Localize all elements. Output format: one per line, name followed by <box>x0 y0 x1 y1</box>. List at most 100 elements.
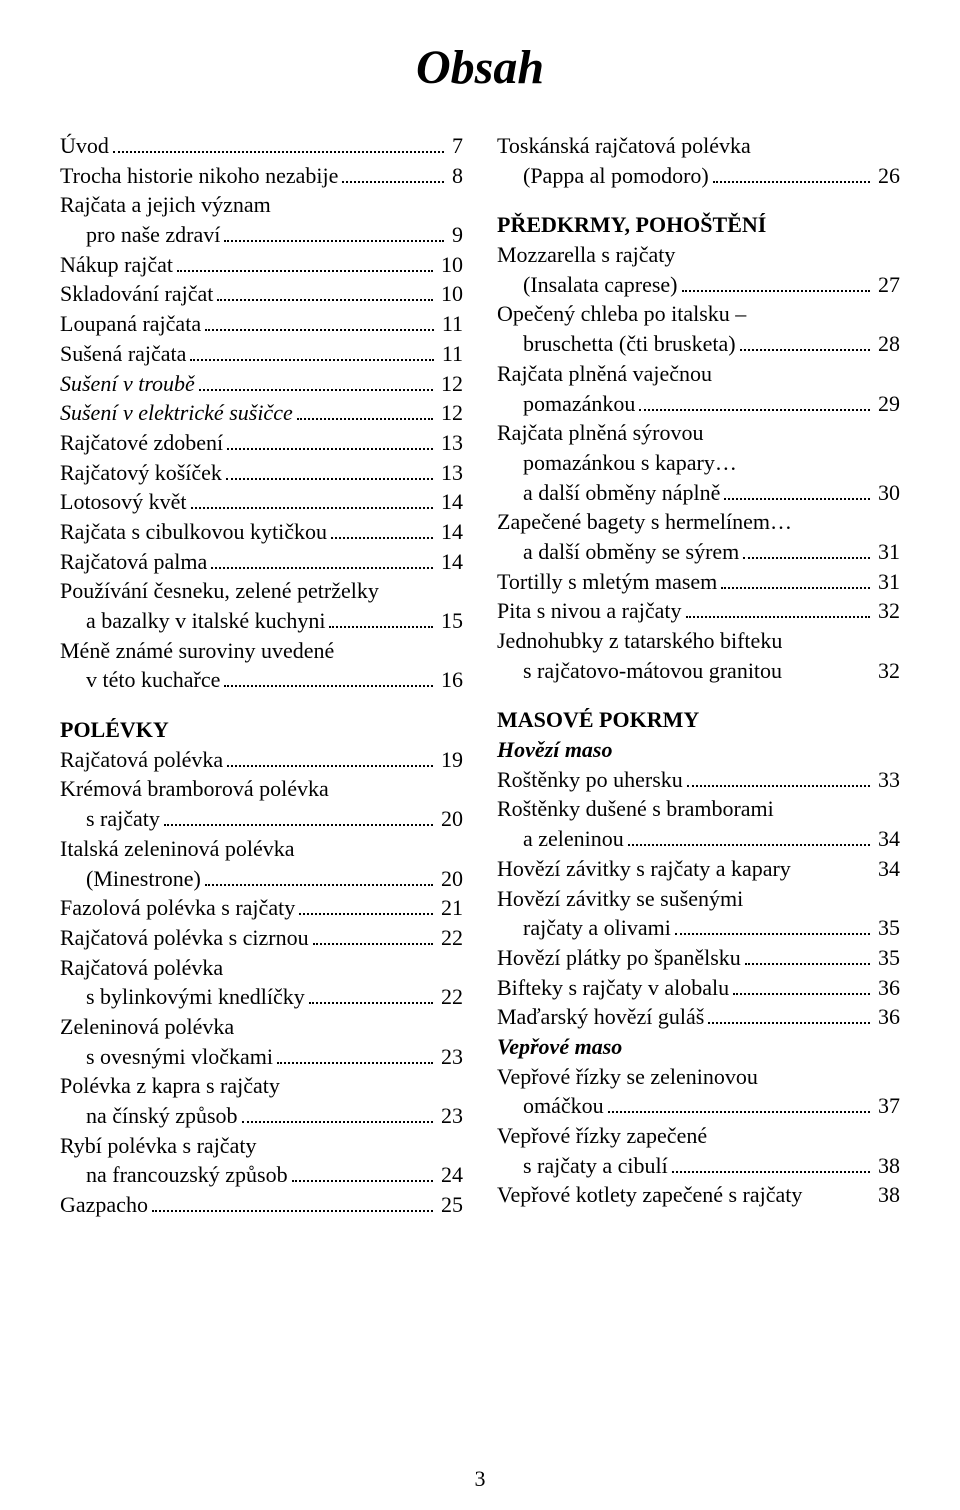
toc-row: Rajčatová palma14 <box>60 547 463 577</box>
toc-left-column: Úvod7Trocha historie nikoho nezabije8Raj… <box>60 131 463 1220</box>
toc-label: Lotosový květ <box>60 487 187 517</box>
toc-leader-dots <box>177 252 433 272</box>
toc-row: Rajčata plněná sýrovou <box>497 418 900 448</box>
toc-page-number: 14 <box>437 517 463 547</box>
toc-section-heading: POLÉVKY <box>60 715 463 745</box>
toc-leader-dots <box>721 569 870 589</box>
toc-page-number: 23 <box>437 1101 463 1131</box>
toc-label: s rajčaty a cibulí <box>497 1151 668 1181</box>
toc-leader-dots <box>329 608 433 628</box>
toc-page-number: 27 <box>874 270 900 300</box>
toc-row: a další obměny se sýrem31 <box>497 537 900 567</box>
toc-label: s ovesnými vločkami <box>60 1042 273 1072</box>
toc-page-number: 26 <box>874 161 900 191</box>
toc-row: Zapečené bagety s hermelínem… <box>497 507 900 537</box>
toc-label: Italská zeleninová polévka <box>60 834 295 864</box>
toc-label: Opečený chleba po italsku – <box>497 299 746 329</box>
toc-row: Trocha historie nikoho nezabije8 <box>60 161 463 191</box>
toc-label: Bifteky s rajčaty v alobalu <box>497 973 729 1003</box>
toc-leader-dots <box>733 975 870 995</box>
toc-row: na francouzský způsob24 <box>60 1160 463 1190</box>
toc-label: Roštěnky po uhersku <box>497 765 683 795</box>
toc-page-number: 38 <box>874 1151 900 1181</box>
toc-row: Méně známé suroviny uvedené <box>60 636 463 666</box>
toc-page-number: 7 <box>448 131 463 161</box>
toc-page-number: 19 <box>437 745 463 775</box>
toc-row: Rajčatový košíček13 <box>60 458 463 488</box>
toc-page-number: 10 <box>437 279 463 309</box>
toc-leader-dots <box>211 549 433 569</box>
toc-row: Opečený chleba po italsku – <box>497 299 900 329</box>
toc-label: Mozzarella s rajčaty <box>497 240 675 270</box>
toc-row: Hovězí závitky s rajčaty a kapary34 <box>497 854 900 884</box>
toc-label: Méně známé suroviny uvedené <box>60 636 334 666</box>
toc-label: Zeleninová polévka <box>60 1012 234 1042</box>
toc-row: Toskánská rajčatová polévka <box>497 131 900 161</box>
toc-row: Bifteky s rajčaty v alobalu 36 <box>497 973 900 1003</box>
toc-row: na čínský způsob23 <box>60 1101 463 1131</box>
toc-label: Používání česneku, zelené petrželky <box>60 576 379 606</box>
toc-row: s rajčatovo-mátovou granitou32 <box>497 656 900 686</box>
toc-label: Tortilly s mletým masem <box>497 567 717 597</box>
toc-page-number: 16 <box>437 665 463 695</box>
toc-leader-dots <box>152 1192 433 1212</box>
toc-label: (Pappa al pomodoro) <box>497 161 709 191</box>
toc-leader-dots <box>224 222 444 242</box>
toc-section-heading: MASOVÉ POKRMY <box>497 705 900 735</box>
toc-row: pomazánkou s kapary… <box>497 448 900 478</box>
toc-label: Jednohubky z tatarského bifteku <box>497 626 782 656</box>
toc-page-number: 9 <box>448 220 463 250</box>
toc-leader-dots <box>190 341 433 361</box>
toc-leader-dots <box>708 1005 870 1025</box>
toc-row: pro naše zdraví9 <box>60 220 463 250</box>
toc-label: Gazpacho <box>60 1190 148 1220</box>
toc-row: omáčkou37 <box>497 1091 900 1121</box>
toc-row: Loupaná rajčata11 <box>60 309 463 339</box>
toc-label: rajčaty a olivami <box>497 913 671 943</box>
toc-label: a další obměny se sýrem <box>497 537 739 567</box>
toc-right-column: Toskánská rajčatová polévka(Pappa al pom… <box>497 131 900 1220</box>
toc-page-number: 30 <box>874 478 900 508</box>
toc-leader-dots <box>331 519 433 539</box>
toc-row: Rajčata s cibulkovou kytičkou 14 <box>60 517 463 547</box>
toc-page-number: 34 <box>874 854 900 884</box>
toc-label: a další obměny náplně <box>497 478 720 508</box>
toc-label: Vepřové kotlety zapečené s rajčaty <box>497 1180 802 1210</box>
toc-page-number: 29 <box>874 389 900 419</box>
toc-label: bruschetta (čti brusketa) <box>497 329 736 359</box>
toc-leader-dots <box>309 985 433 1005</box>
toc-label: Rajčata s cibulkovou kytičkou <box>60 517 327 547</box>
toc-leader-dots <box>205 312 434 332</box>
toc-page-number: 35 <box>874 913 900 943</box>
toc-label: Rajčatová polévka s cizrnou <box>60 923 309 953</box>
toc-row: Fazolová polévka s rajčaty 21 <box>60 893 463 923</box>
toc-row: (Minestrone)20 <box>60 864 463 894</box>
toc-row: Pita s nivou a rajčaty32 <box>497 596 900 626</box>
toc-page-number: 21 <box>437 893 463 923</box>
toc-leader-dots <box>205 866 433 886</box>
toc-label: Rajčata plněná sýrovou <box>497 418 704 448</box>
toc-label: Sušení v elektrické sušičce <box>60 398 293 428</box>
toc-label: Fazolová polévka s rajčaty <box>60 893 295 923</box>
toc-leader-dots <box>682 272 870 292</box>
toc-row: Jednohubky z tatarského bifteku <box>497 626 900 656</box>
toc-page-number: 11 <box>438 309 463 339</box>
toc-leader-dots <box>113 133 444 153</box>
toc-leader-dots <box>227 747 433 767</box>
toc-label: pomazánkou s kapary… <box>497 448 737 478</box>
toc-leader-dots <box>299 896 433 916</box>
toc-leader-dots <box>724 480 870 500</box>
page-number: 3 <box>475 1466 486 1492</box>
toc-row: Zeleninová polévka <box>60 1012 463 1042</box>
toc-row: Rajčatová polévka s cizrnou22 <box>60 923 463 953</box>
toc-row: Sušená rajčata11 <box>60 339 463 369</box>
toc-page-number: 36 <box>874 973 900 1003</box>
toc-label: Rybí polévka s rajčaty <box>60 1131 256 1161</box>
toc-label: na francouzský způsob <box>60 1160 288 1190</box>
toc-row: Rybí polévka s rajčaty <box>60 1131 463 1161</box>
toc-row: Mozzarella s rajčaty <box>497 240 900 270</box>
toc-leader-dots <box>713 163 870 183</box>
toc-subheading: Hovězí maso <box>497 735 900 765</box>
toc-page-number: 33 <box>874 765 900 795</box>
toc-label: s rajčaty <box>60 804 160 834</box>
